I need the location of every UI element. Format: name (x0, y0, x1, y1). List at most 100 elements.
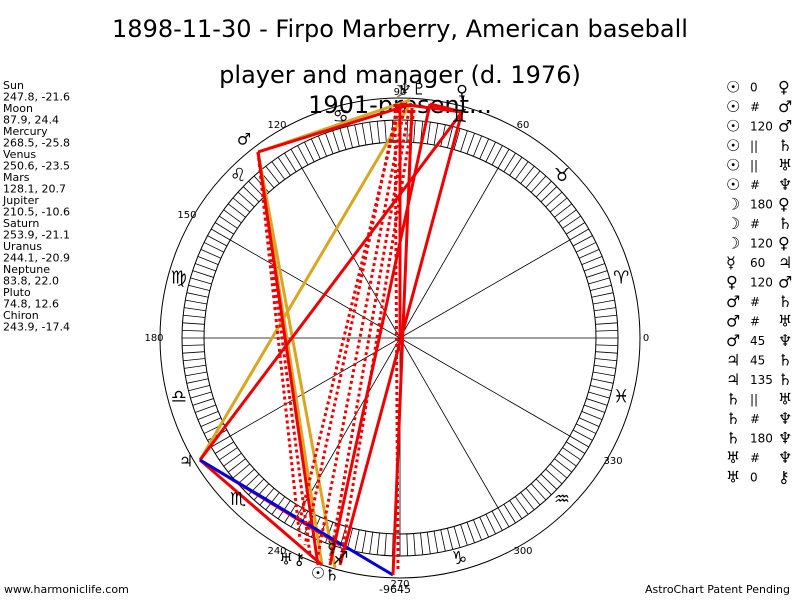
planet-coords: 128.1, 20.7 (3, 183, 66, 196)
zodiac-sign: ♏ (230, 489, 246, 510)
aspect-planet: ♃ (726, 351, 740, 370)
title-line: player and manager (d. 1976) (219, 61, 581, 89)
ring-tick (558, 209, 577, 224)
house-line (399, 337, 570, 437)
aspect-planet: ♀ (778, 234, 790, 253)
aspect-planet: ♅ (778, 156, 792, 175)
ring-tick (182, 351, 205, 354)
ring-tick (453, 526, 461, 548)
aspect-type: || (750, 139, 758, 153)
aspect-planet: ♅ (726, 468, 740, 487)
planet-glyph: ♆♇ (398, 80, 427, 99)
aspect-planet: ♅ (778, 312, 792, 331)
ring-tick (186, 292, 209, 298)
aspect-planet: ♂ (726, 331, 740, 350)
aspect-planet: ☉ (726, 136, 740, 155)
footer-left: www.harmoniclife.com (4, 583, 129, 596)
aspect-planet: ♄ (778, 292, 792, 311)
zodiac-sign: ♉ (554, 165, 570, 186)
ring-tick (581, 411, 603, 421)
ring-tick (203, 242, 225, 253)
aspect-type: 60 (750, 256, 765, 270)
ring-tick (413, 533, 416, 556)
ring-tick (426, 532, 431, 554)
aspect-type: # (750, 451, 760, 465)
ring-tick (290, 149, 303, 169)
aspect-planet: ♂ (778, 117, 792, 136)
ring-tick (376, 121, 380, 144)
ring-tick (530, 175, 547, 193)
house-line (399, 168, 499, 339)
ring-tick (530, 483, 547, 501)
ring-tick (520, 492, 535, 511)
ring-tick (581, 255, 603, 265)
ring-tick (376, 532, 380, 555)
zodiac-sign: ♈ (613, 268, 629, 289)
planet-name: Sun (3, 79, 24, 92)
aspect-type: # (750, 217, 760, 231)
aspect-type: # (750, 315, 760, 329)
ring-tick (485, 141, 496, 163)
aspect-planet: ♄ (778, 136, 792, 155)
ring-tick (242, 186, 260, 203)
aspect-type: # (750, 412, 760, 426)
aspect-planet: ♆ (778, 331, 792, 350)
ring-tick (572, 429, 593, 441)
ring-tick (219, 447, 238, 461)
ring-tick (195, 263, 216, 272)
ring-tick (265, 165, 280, 184)
ring-tick (473, 135, 483, 157)
ring-tick (535, 478, 552, 496)
ring-tick (466, 522, 475, 543)
aspect-planet: ♂ (726, 292, 740, 311)
ring-tick (200, 248, 222, 259)
ring-tick (447, 126, 454, 148)
aspect-planet: ♀ (778, 78, 790, 97)
planet-glyph: ♃ (179, 452, 193, 471)
planet-glyph: ♂ (237, 130, 251, 149)
aspect-planet: ⚷ (778, 468, 790, 487)
aspect-planet: ♂ (778, 97, 792, 116)
aspect-planet: ♆ (778, 409, 792, 428)
zodiac-sign: ♑ (451, 548, 467, 569)
zodiac-sign: ♍ (171, 268, 187, 289)
degree-label: 60 (517, 120, 530, 131)
ring-tick (473, 519, 483, 541)
aspect-planet: ♀ (778, 195, 790, 214)
aspect-planet: ☉ (726, 117, 740, 136)
ring-tick (384, 120, 387, 143)
ring-tick (503, 152, 516, 172)
planet-glyph: ☿ (327, 538, 337, 557)
ring-tick (594, 314, 617, 318)
ring-tick (237, 468, 255, 485)
ring-tick (540, 473, 558, 490)
ring-tick (586, 398, 608, 406)
ring-tick (433, 530, 439, 553)
degree-label: 90 (394, 87, 407, 98)
ring-tick (466, 133, 475, 154)
house-line (230, 337, 401, 437)
ring-tick (491, 510, 503, 531)
planet-coords: 74.8, 12.6 (3, 298, 59, 311)
degree-label: 330 (603, 456, 622, 467)
aspect-type: 45 (750, 354, 765, 368)
ring-tick (185, 299, 208, 305)
ring-tick (271, 161, 286, 180)
ring-tick (575, 242, 597, 253)
ring-tick (211, 435, 231, 448)
aspect-planet: ☽ (726, 214, 740, 233)
ring-tick (265, 492, 280, 511)
ring-tick (184, 364, 206, 369)
ring-tick (485, 513, 496, 535)
ring-tick (545, 468, 563, 485)
degree-label: 180 (144, 333, 163, 344)
ring-tick (346, 528, 353, 550)
aspect-planet: ♂ (778, 273, 792, 292)
ring-tick (277, 157, 291, 176)
ring-tick (566, 222, 586, 235)
ring-tick (514, 496, 529, 515)
ring-tick (594, 364, 616, 369)
title-line: 1898-11-30 - Firpo Marberry, American ba… (112, 15, 688, 43)
aspect-planet: ♄ (726, 390, 740, 409)
aspect-planet: ☽ (726, 195, 740, 214)
